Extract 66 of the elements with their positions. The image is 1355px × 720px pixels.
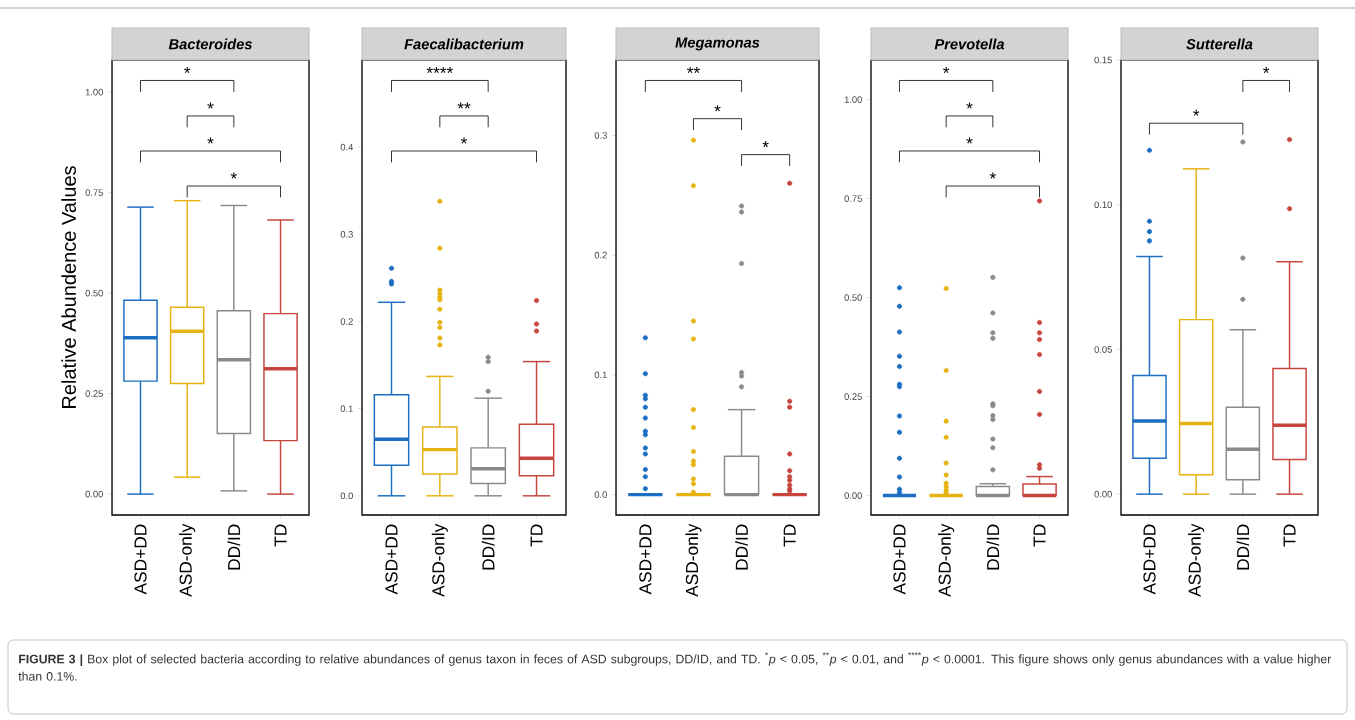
x-tick-label: DD/ID xyxy=(986,524,1000,570)
text: FIGURE 3 | Box plot of selected bacteria according to relative abundances of genus taxon in feces of ASD subgroups, DD/ID, and TD. $^{*}$p < 0.05, $^{**}$p < 0.01, and $^{****}$p < 0.0001. This figure shows only genus abundances with a value higher than 0.1%. xyxy=(18,652,1332,681)
annotation: * xyxy=(966,102,973,109)
y-tick-label: 0.2 xyxy=(594,251,607,259)
y-tick-label: 0.4 xyxy=(340,143,354,151)
annotation: * xyxy=(762,141,769,148)
y-tick-label: 0.1 xyxy=(340,405,353,412)
y-tick-label: 0.25 xyxy=(85,390,103,397)
x-tick-label: ASD+DD xyxy=(1143,524,1156,595)
annotation: ** xyxy=(457,102,471,109)
x-tick-label: ASD-only xyxy=(938,523,955,597)
y-tick-label: 0.0 xyxy=(594,491,607,498)
y-tick-label: 1.00 xyxy=(844,96,862,103)
annotation: * xyxy=(1263,66,1270,74)
x-tick-label: DD/ID xyxy=(227,524,241,570)
y-tick-label: 0.00 xyxy=(1094,490,1112,498)
y-tick-label: 0.00 xyxy=(85,490,103,498)
annotation: **** xyxy=(426,66,454,74)
annotation: * xyxy=(184,66,191,74)
x-tick-label: ASD-only xyxy=(179,523,196,597)
x-tick-label: TD xyxy=(274,524,287,547)
annotation: * xyxy=(460,137,468,144)
y-tick-label: 0.05 xyxy=(1094,346,1112,353)
y-tick-label: 0.75 xyxy=(85,189,103,196)
chart-title: Sutterella xyxy=(1186,38,1253,50)
chart-title: Megamonas xyxy=(675,37,760,51)
x-tick-label: DD/ID xyxy=(735,524,748,570)
x-tick-label: TD xyxy=(1283,524,1296,547)
x-tick-label: ASD+DD xyxy=(893,524,906,595)
y-axis-title: Relative Abundence Values xyxy=(61,166,76,408)
y-tick-label: 1.00 xyxy=(85,88,103,96)
annotation: * xyxy=(989,172,996,179)
chart-title: Prevotella xyxy=(934,38,1005,50)
y-tick-label: 0.00 xyxy=(844,492,862,499)
y-tick-label: 0.75 xyxy=(844,195,862,202)
y-tick-label: 0.25 xyxy=(844,393,862,400)
x-tick-label: DD/ID xyxy=(481,524,495,570)
x-tick-label: ASD+DD xyxy=(385,524,398,595)
annotation: * xyxy=(207,102,214,109)
chart-title: Faecalibacterium xyxy=(404,38,524,50)
annotation: * xyxy=(966,137,973,144)
x-tick-label: ASD+DD xyxy=(639,524,652,595)
y-tick-label: 0.0 xyxy=(340,492,353,500)
y-tick-label: 0.50 xyxy=(85,289,103,297)
x-tick-label: TD xyxy=(1033,524,1046,547)
x-tick-label: ASD-only xyxy=(431,523,448,597)
annotation: ** xyxy=(686,66,700,74)
x-tick-label: DD/ID xyxy=(1236,524,1250,570)
y-tick-label: 0.2 xyxy=(340,318,353,325)
y-tick-label: 0.15 xyxy=(1094,56,1112,64)
annotation: * xyxy=(1193,109,1200,116)
x-tick-label: ASD+DD xyxy=(134,524,147,595)
y-tick-label: 0.3 xyxy=(340,231,353,238)
y-tick-label: 0.50 xyxy=(844,294,862,301)
annotation: * xyxy=(714,105,721,112)
chart-title: Bacteroides xyxy=(168,38,252,50)
y-tick-label: 0.1 xyxy=(594,371,607,379)
annotation: * xyxy=(943,66,950,74)
y-tick-label: 0.10 xyxy=(1094,201,1112,208)
x-tick-label: TD xyxy=(530,524,543,547)
x-tick-label: TD xyxy=(783,524,796,547)
x-tick-label: ASD-only xyxy=(1188,523,1205,597)
y-tick-label: 0.3 xyxy=(594,132,607,139)
annotation: * xyxy=(207,137,214,144)
annotation: * xyxy=(230,172,237,179)
x-tick-label: ASD-only xyxy=(685,523,702,597)
